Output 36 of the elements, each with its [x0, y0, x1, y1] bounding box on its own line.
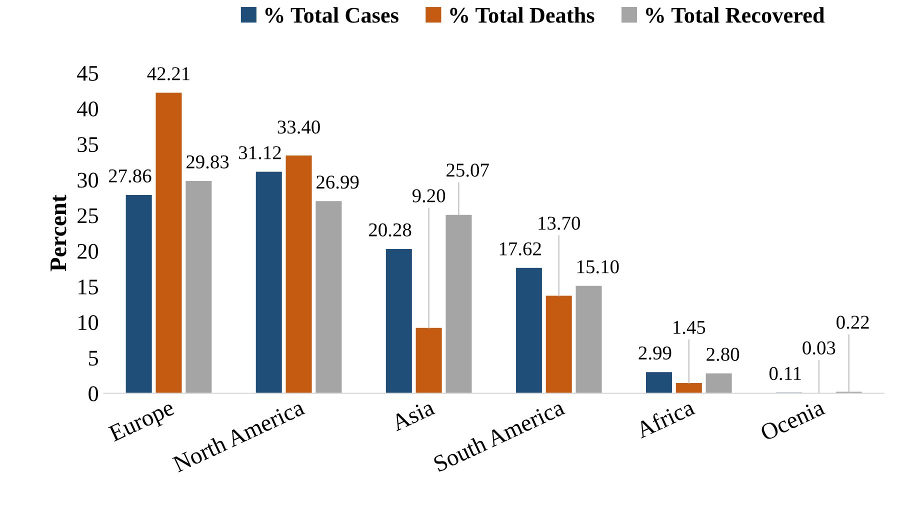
y-axis-title: Percent [50, 194, 66, 272]
data-label: 15.10 [577, 260, 619, 274]
data-label: 9.20 [412, 189, 446, 202]
y-tick-label: 20 [78, 244, 98, 259]
data-label: 0.22 [836, 316, 869, 329]
data-label: 29.83 [186, 155, 229, 169]
y-tick-label: 5 [89, 350, 98, 366]
data-label: 25.07 [446, 164, 489, 177]
x-tick-label: Asia [390, 399, 436, 432]
data-label: 31.12 [239, 146, 281, 160]
legend-label: % Total Recovered [646, 7, 825, 23]
data-label: 26.99 [316, 176, 359, 189]
x-tick-label: Ocenia [760, 399, 826, 442]
data-label: 17.62 [500, 242, 541, 256]
y-tick-label: 25 [78, 208, 98, 224]
y-tick-label: 40 [77, 101, 98, 116]
y-tick-label: 10 [78, 315, 98, 330]
data-label: 33.40 [278, 120, 320, 134]
data-label: 27.86 [108, 169, 152, 183]
y-tick-label: 30 [78, 172, 98, 188]
x-tick-label: Africa [634, 398, 696, 439]
y-tick-label: 45 [77, 66, 98, 81]
data-label: 2.99 [638, 346, 672, 360]
data-label: 0.03 [802, 341, 836, 355]
data-label: 42.21 [147, 67, 190, 80]
data-label: 1.45 [674, 320, 706, 334]
data-label: 13.70 [538, 216, 580, 230]
legend-label: % Total Cases [265, 7, 398, 23]
y-tick-label: 0 [88, 386, 98, 402]
y-tick-label: 15 [78, 280, 98, 294]
x-tick-label: Europe [108, 399, 178, 446]
data-label: 2.80 [706, 348, 740, 362]
data-label: 20.28 [369, 223, 412, 237]
y-tick-label: 35 [78, 137, 98, 152]
legend-label: % Total Deaths [450, 7, 594, 23]
data-label: 0.11 [769, 366, 801, 380]
